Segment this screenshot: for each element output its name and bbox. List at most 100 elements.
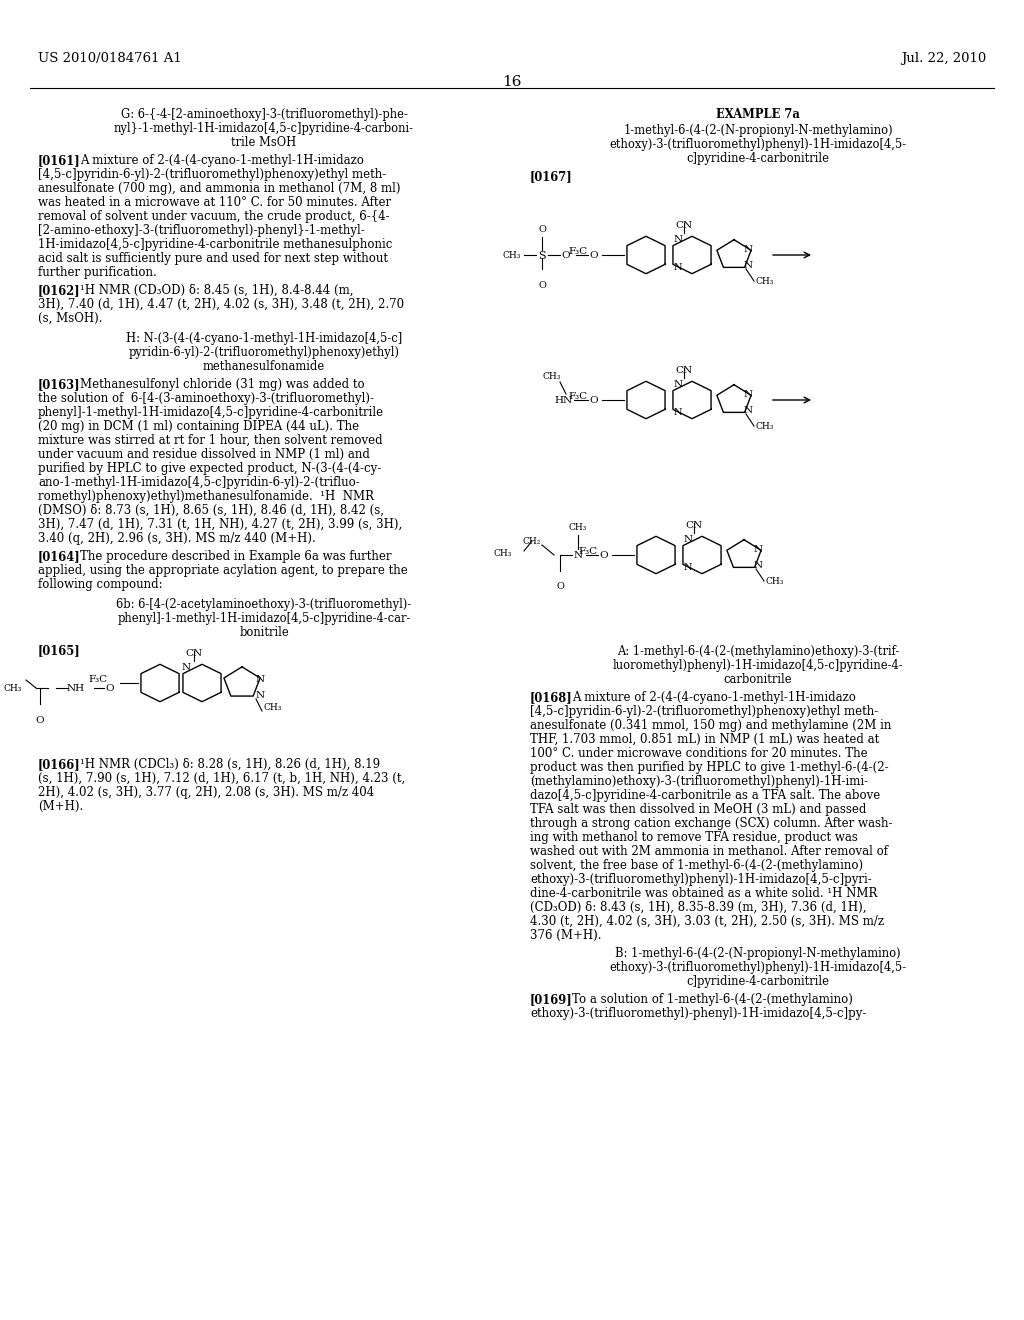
Text: N: N xyxy=(744,389,753,399)
Text: US 2010/0184761 A1: US 2010/0184761 A1 xyxy=(38,51,181,65)
Text: N: N xyxy=(674,380,683,389)
Text: c]pyridine-4-carbonitrile: c]pyridine-4-carbonitrile xyxy=(686,152,829,165)
Text: F₃C: F₃C xyxy=(569,247,588,256)
Text: TFA salt was then dissolved in MeOH (3 mL) and passed: TFA salt was then dissolved in MeOH (3 m… xyxy=(530,803,866,816)
Text: romethyl)phenoxy)ethyl)methanesulfonamide.  ¹H  NMR: romethyl)phenoxy)ethyl)methanesulfonamid… xyxy=(38,490,374,503)
Text: 4.30 (t, 2H), 4.02 (s, 3H), 3.03 (t, 2H), 2.50 (s, 3H). MS m/z: 4.30 (t, 2H), 4.02 (s, 3H), 3.03 (t, 2H)… xyxy=(530,915,884,928)
Text: A: 1-methyl-6-(4-(2-(methylamino)ethoxy)-3-(trif-: A: 1-methyl-6-(4-(2-(methylamino)ethoxy)… xyxy=(616,645,899,657)
Text: N: N xyxy=(684,564,692,572)
Text: [0164]: [0164] xyxy=(38,550,81,564)
Text: N: N xyxy=(754,561,763,570)
Text: phenyl]-1-methyl-1H-imidazo[4,5-c]pyridine-4-carbonitrile: phenyl]-1-methyl-1H-imidazo[4,5-c]pyridi… xyxy=(38,407,384,418)
Text: CH₃: CH₃ xyxy=(756,422,774,432)
Text: HN: HN xyxy=(555,396,573,405)
Text: Methanesulfonyl chloride (31 mg) was added to: Methanesulfonyl chloride (31 mg) was add… xyxy=(80,378,365,391)
Text: acid salt is sufficiently pure and used for next step without: acid salt is sufficiently pure and used … xyxy=(38,252,388,265)
Text: N: N xyxy=(754,545,763,554)
Text: through a strong cation exchange (SCX) column. After wash-: through a strong cation exchange (SCX) c… xyxy=(530,817,893,830)
Text: the solution of  6-[4-(3-aminoethoxy)-3-(trifluoromethyl)-: the solution of 6-[4-(3-aminoethoxy)-3-(… xyxy=(38,392,374,405)
Text: S: S xyxy=(539,251,546,261)
Text: 3H), 7.40 (d, 1H), 4.47 (t, 2H), 4.02 (s, 3H), 3.48 (t, 2H), 2.70: 3H), 7.40 (d, 1H), 4.47 (t, 2H), 4.02 (s… xyxy=(38,298,404,312)
Text: 1H-imidazo[4,5-c]pyridine-4-carbonitrile methanesulphonic: 1H-imidazo[4,5-c]pyridine-4-carbonitrile… xyxy=(38,238,392,251)
Text: [4,5-c]pyridin-6-yl)-2-(trifluoromethyl)phenoxy)ethyl meth-: [4,5-c]pyridin-6-yl)-2-(trifluoromethyl)… xyxy=(530,705,879,718)
Text: ing with methanol to remove TFA residue, product was: ing with methanol to remove TFA residue,… xyxy=(530,832,858,843)
Text: (CD₃OD) δ: 8.43 (s, 1H), 8.35-8.39 (m, 3H), 7.36 (d, 1H),: (CD₃OD) δ: 8.43 (s, 1H), 8.35-8.39 (m, 3… xyxy=(530,902,866,913)
Text: ethoxy)-3-(trifluoromethyl)-phenyl)-1H-imidazo[4,5-c]py-: ethoxy)-3-(trifluoromethyl)-phenyl)-1H-i… xyxy=(530,1007,866,1020)
Text: CH₃: CH₃ xyxy=(4,684,22,693)
Text: (methylamino)ethoxy)-3-(trifluoromethyl)phenyl)-1H-imi-: (methylamino)ethoxy)-3-(trifluoromethyl)… xyxy=(530,775,868,788)
Text: dazo[4,5-c]pyridine-4-carbonitrile as a TFA salt. The above: dazo[4,5-c]pyridine-4-carbonitrile as a … xyxy=(530,789,881,803)
Text: N: N xyxy=(674,263,683,272)
Text: ¹H NMR (CDCl₃) δ: 8.28 (s, 1H), 8.26 (d, 1H), 8.19: ¹H NMR (CDCl₃) δ: 8.28 (s, 1H), 8.26 (d,… xyxy=(80,758,380,771)
Text: NH: NH xyxy=(67,684,85,693)
Text: G: 6-{-4-[2-aminoethoxy]-3-(trifluoromethyl)-phe-: G: 6-{-4-[2-aminoethoxy]-3-(trifluoromet… xyxy=(121,108,408,121)
Text: was heated in a microwave at 110° C. for 50 minutes. After: was heated in a microwave at 110° C. for… xyxy=(38,195,391,209)
Text: Jul. 22, 2010: Jul. 22, 2010 xyxy=(901,51,986,65)
Text: F₃C: F₃C xyxy=(569,392,588,401)
Text: 100° C. under microwave conditions for 20 minutes. The: 100° C. under microwave conditions for 2… xyxy=(530,747,867,760)
Text: 376 (M+H).: 376 (M+H). xyxy=(530,929,601,942)
Text: N: N xyxy=(256,675,265,684)
Text: [0168]: [0168] xyxy=(530,690,572,704)
Text: ethoxy)-3-(trifluoromethyl)phenyl)-1H-imidazo[4,5-: ethoxy)-3-(trifluoromethyl)phenyl)-1H-im… xyxy=(609,961,906,974)
Text: O: O xyxy=(590,396,598,405)
Text: washed out with 2M ammonia in methanol. After removal of: washed out with 2M ammonia in methanol. … xyxy=(530,845,888,858)
Text: N: N xyxy=(256,690,265,700)
Text: EXAMPLE 7a: EXAMPLE 7a xyxy=(716,108,800,121)
Text: purified by HPLC to give expected product, N-(3-(4-(4-cy-: purified by HPLC to give expected produc… xyxy=(38,462,381,475)
Text: removal of solvent under vacuum, the crude product, 6-{4-: removal of solvent under vacuum, the cru… xyxy=(38,210,389,223)
Text: CH₂: CH₂ xyxy=(523,537,542,546)
Text: (M+H).: (M+H). xyxy=(38,800,83,813)
Text: 6b: 6-[4-(2-acetylaminoethoxy)-3-(trifluoromethyl)-: 6b: 6-[4-(2-acetylaminoethoxy)-3-(triflu… xyxy=(117,598,412,611)
Text: To a solution of 1-methyl-6-(4-(2-(methylamino): To a solution of 1-methyl-6-(4-(2-(methy… xyxy=(572,993,853,1006)
Text: N: N xyxy=(674,408,683,417)
Text: O: O xyxy=(599,550,608,560)
Text: [0166]: [0166] xyxy=(38,758,81,771)
Text: A mixture of 2-(4-(4-cyano-1-methyl-1H-imidazo: A mixture of 2-(4-(4-cyano-1-methyl-1H-i… xyxy=(572,690,856,704)
Text: O: O xyxy=(538,224,546,234)
Text: CH₃: CH₃ xyxy=(766,577,784,586)
Text: CN: CN xyxy=(676,366,692,375)
Text: (s, 1H), 7.90 (s, 1H), 7.12 (d, 1H), 6.17 (t, b, 1H, NH), 4.23 (t,: (s, 1H), 7.90 (s, 1H), 7.12 (d, 1H), 6.1… xyxy=(38,772,406,785)
Text: N: N xyxy=(744,261,753,271)
Text: mixture was stirred at rt for 1 hour, then solvent removed: mixture was stirred at rt for 1 hour, th… xyxy=(38,434,383,447)
Text: solvent, the free base of 1-methyl-6-(4-(2-(methylamino): solvent, the free base of 1-methyl-6-(4-… xyxy=(530,859,863,873)
Text: N: N xyxy=(684,535,693,544)
Text: CH₃: CH₃ xyxy=(503,251,521,260)
Text: further purification.: further purification. xyxy=(38,267,157,279)
Text: O: O xyxy=(562,251,570,260)
Text: H: N-(3-(4-(4-cyano-1-methyl-1H-imidazo[4,5-c]: H: N-(3-(4-(4-cyano-1-methyl-1H-imidazo[… xyxy=(126,333,402,345)
Text: product was then purified by HPLC to give 1-methyl-6-(4-(2-: product was then purified by HPLC to giv… xyxy=(530,762,889,774)
Text: (s, MsOH).: (s, MsOH). xyxy=(38,312,102,325)
Text: O: O xyxy=(538,281,546,290)
Text: O: O xyxy=(590,251,598,260)
Text: N: N xyxy=(181,663,190,672)
Text: N: N xyxy=(744,407,753,414)
Text: [0163]: [0163] xyxy=(38,378,81,391)
Text: luoromethyl)phenyl)-1H-imidazo[4,5-c]pyridine-4-: luoromethyl)phenyl)-1H-imidazo[4,5-c]pyr… xyxy=(612,659,903,672)
Text: THF, 1.703 mmol, 0.851 mL) in NMP (1 mL) was heated at: THF, 1.703 mmol, 0.851 mL) in NMP (1 mL)… xyxy=(530,733,880,746)
Text: ¹H NMR (CD₃OD) δ: 8.45 (s, 1H), 8.4-8.44 (m,: ¹H NMR (CD₃OD) δ: 8.45 (s, 1H), 8.4-8.44… xyxy=(80,284,353,297)
Text: [2-amino-ethoxy]-3-(trifluoromethyl)-phenyl}-1-methyl-: [2-amino-ethoxy]-3-(trifluoromethyl)-phe… xyxy=(38,224,365,238)
Text: 2H), 4.02 (s, 3H), 3.77 (q, 2H), 2.08 (s, 3H). MS m/z 404: 2H), 4.02 (s, 3H), 3.77 (q, 2H), 2.08 (s… xyxy=(38,785,374,799)
Text: [4,5-c]pyridin-6-yl)-2-(trifluoromethyl)phenoxy)ethyl meth-: [4,5-c]pyridin-6-yl)-2-(trifluoromethyl)… xyxy=(38,168,386,181)
Text: applied, using the appropriate acylation agent, to prepare the: applied, using the appropriate acylation… xyxy=(38,564,408,577)
Text: CN: CN xyxy=(185,649,203,657)
Text: CN: CN xyxy=(685,521,702,531)
Text: ano-1-methyl-1H-imidazo[4,5-c]pyridin-6-yl)-2-(trifluo-: ano-1-methyl-1H-imidazo[4,5-c]pyridin-6-… xyxy=(38,477,359,488)
Text: 3.40 (q, 2H), 2.96 (s, 3H). MS m/z 440 (M+H).: 3.40 (q, 2H), 2.96 (s, 3H). MS m/z 440 (… xyxy=(38,532,315,545)
Text: 16: 16 xyxy=(502,75,522,88)
Text: phenyl]-1-methyl-1H-imidazo[4,5-c]pyridine-4-car-: phenyl]-1-methyl-1H-imidazo[4,5-c]pyridi… xyxy=(118,612,411,624)
Text: (20 mg) in DCM (1 ml) containing DIPEA (44 uL). The: (20 mg) in DCM (1 ml) containing DIPEA (… xyxy=(38,420,359,433)
Text: CH₃: CH₃ xyxy=(494,549,512,558)
Text: ethoxy)-3-(trifluoromethyl)phenyl)-1H-imidazo[4,5-: ethoxy)-3-(trifluoromethyl)phenyl)-1H-im… xyxy=(609,139,906,150)
Text: anesulfonate (0.341 mmol, 150 mg) and methylamine (2M in: anesulfonate (0.341 mmol, 150 mg) and me… xyxy=(530,719,891,733)
Text: 3H), 7.47 (d, 1H), 7.31 (t, 1H, NH), 4.27 (t, 2H), 3.99 (s, 3H),: 3H), 7.47 (d, 1H), 7.31 (t, 1H, NH), 4.2… xyxy=(38,517,402,531)
Text: N: N xyxy=(674,235,683,244)
Text: 1-methyl-6-(4-(2-(N-propionyl-N-methylamino): 1-methyl-6-(4-(2-(N-propionyl-N-methylam… xyxy=(624,124,893,137)
Text: nyl}-1-methyl-1H-imidazo[4,5-c]pyridine-4-carboni-: nyl}-1-methyl-1H-imidazo[4,5-c]pyridine-… xyxy=(114,121,414,135)
Text: c]pyridine-4-carbonitrile: c]pyridine-4-carbonitrile xyxy=(686,975,829,987)
Text: pyridin-6-yl)-2-(trifluoromethyl)phenoxy)ethyl): pyridin-6-yl)-2-(trifluoromethyl)phenoxy… xyxy=(128,346,399,359)
Text: trile MsOH: trile MsOH xyxy=(231,136,297,149)
Text: [0162]: [0162] xyxy=(38,284,81,297)
